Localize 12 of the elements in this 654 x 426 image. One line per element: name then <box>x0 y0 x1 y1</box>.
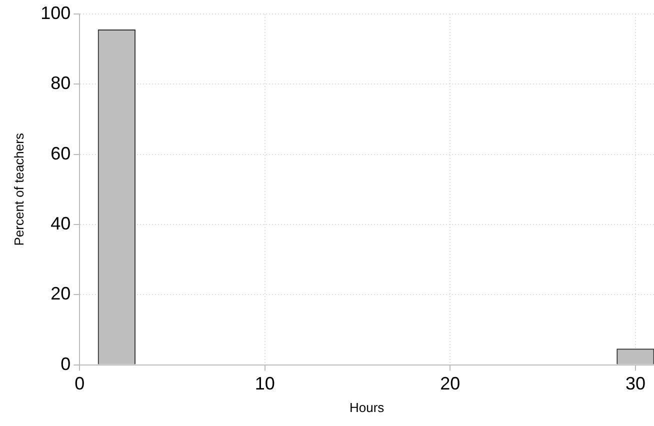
x-tick-label: 0 <box>74 374 85 394</box>
x-axis-title: Hours <box>349 400 385 415</box>
x-tick-label: 10 <box>254 374 275 394</box>
x-tick-label: 30 <box>625 374 646 394</box>
y-tick-label: 80 <box>50 73 71 94</box>
y-tick-label: 40 <box>50 213 71 234</box>
x-tick-label: 20 <box>440 374 460 394</box>
y-tick-label: 0 <box>60 354 71 374</box>
y-axis-title: Percent of teachers <box>11 132 26 246</box>
y-tick-label: 60 <box>50 143 71 164</box>
y-tick-label: 20 <box>50 284 71 304</box>
y-tick-label: 100 <box>40 2 71 23</box>
